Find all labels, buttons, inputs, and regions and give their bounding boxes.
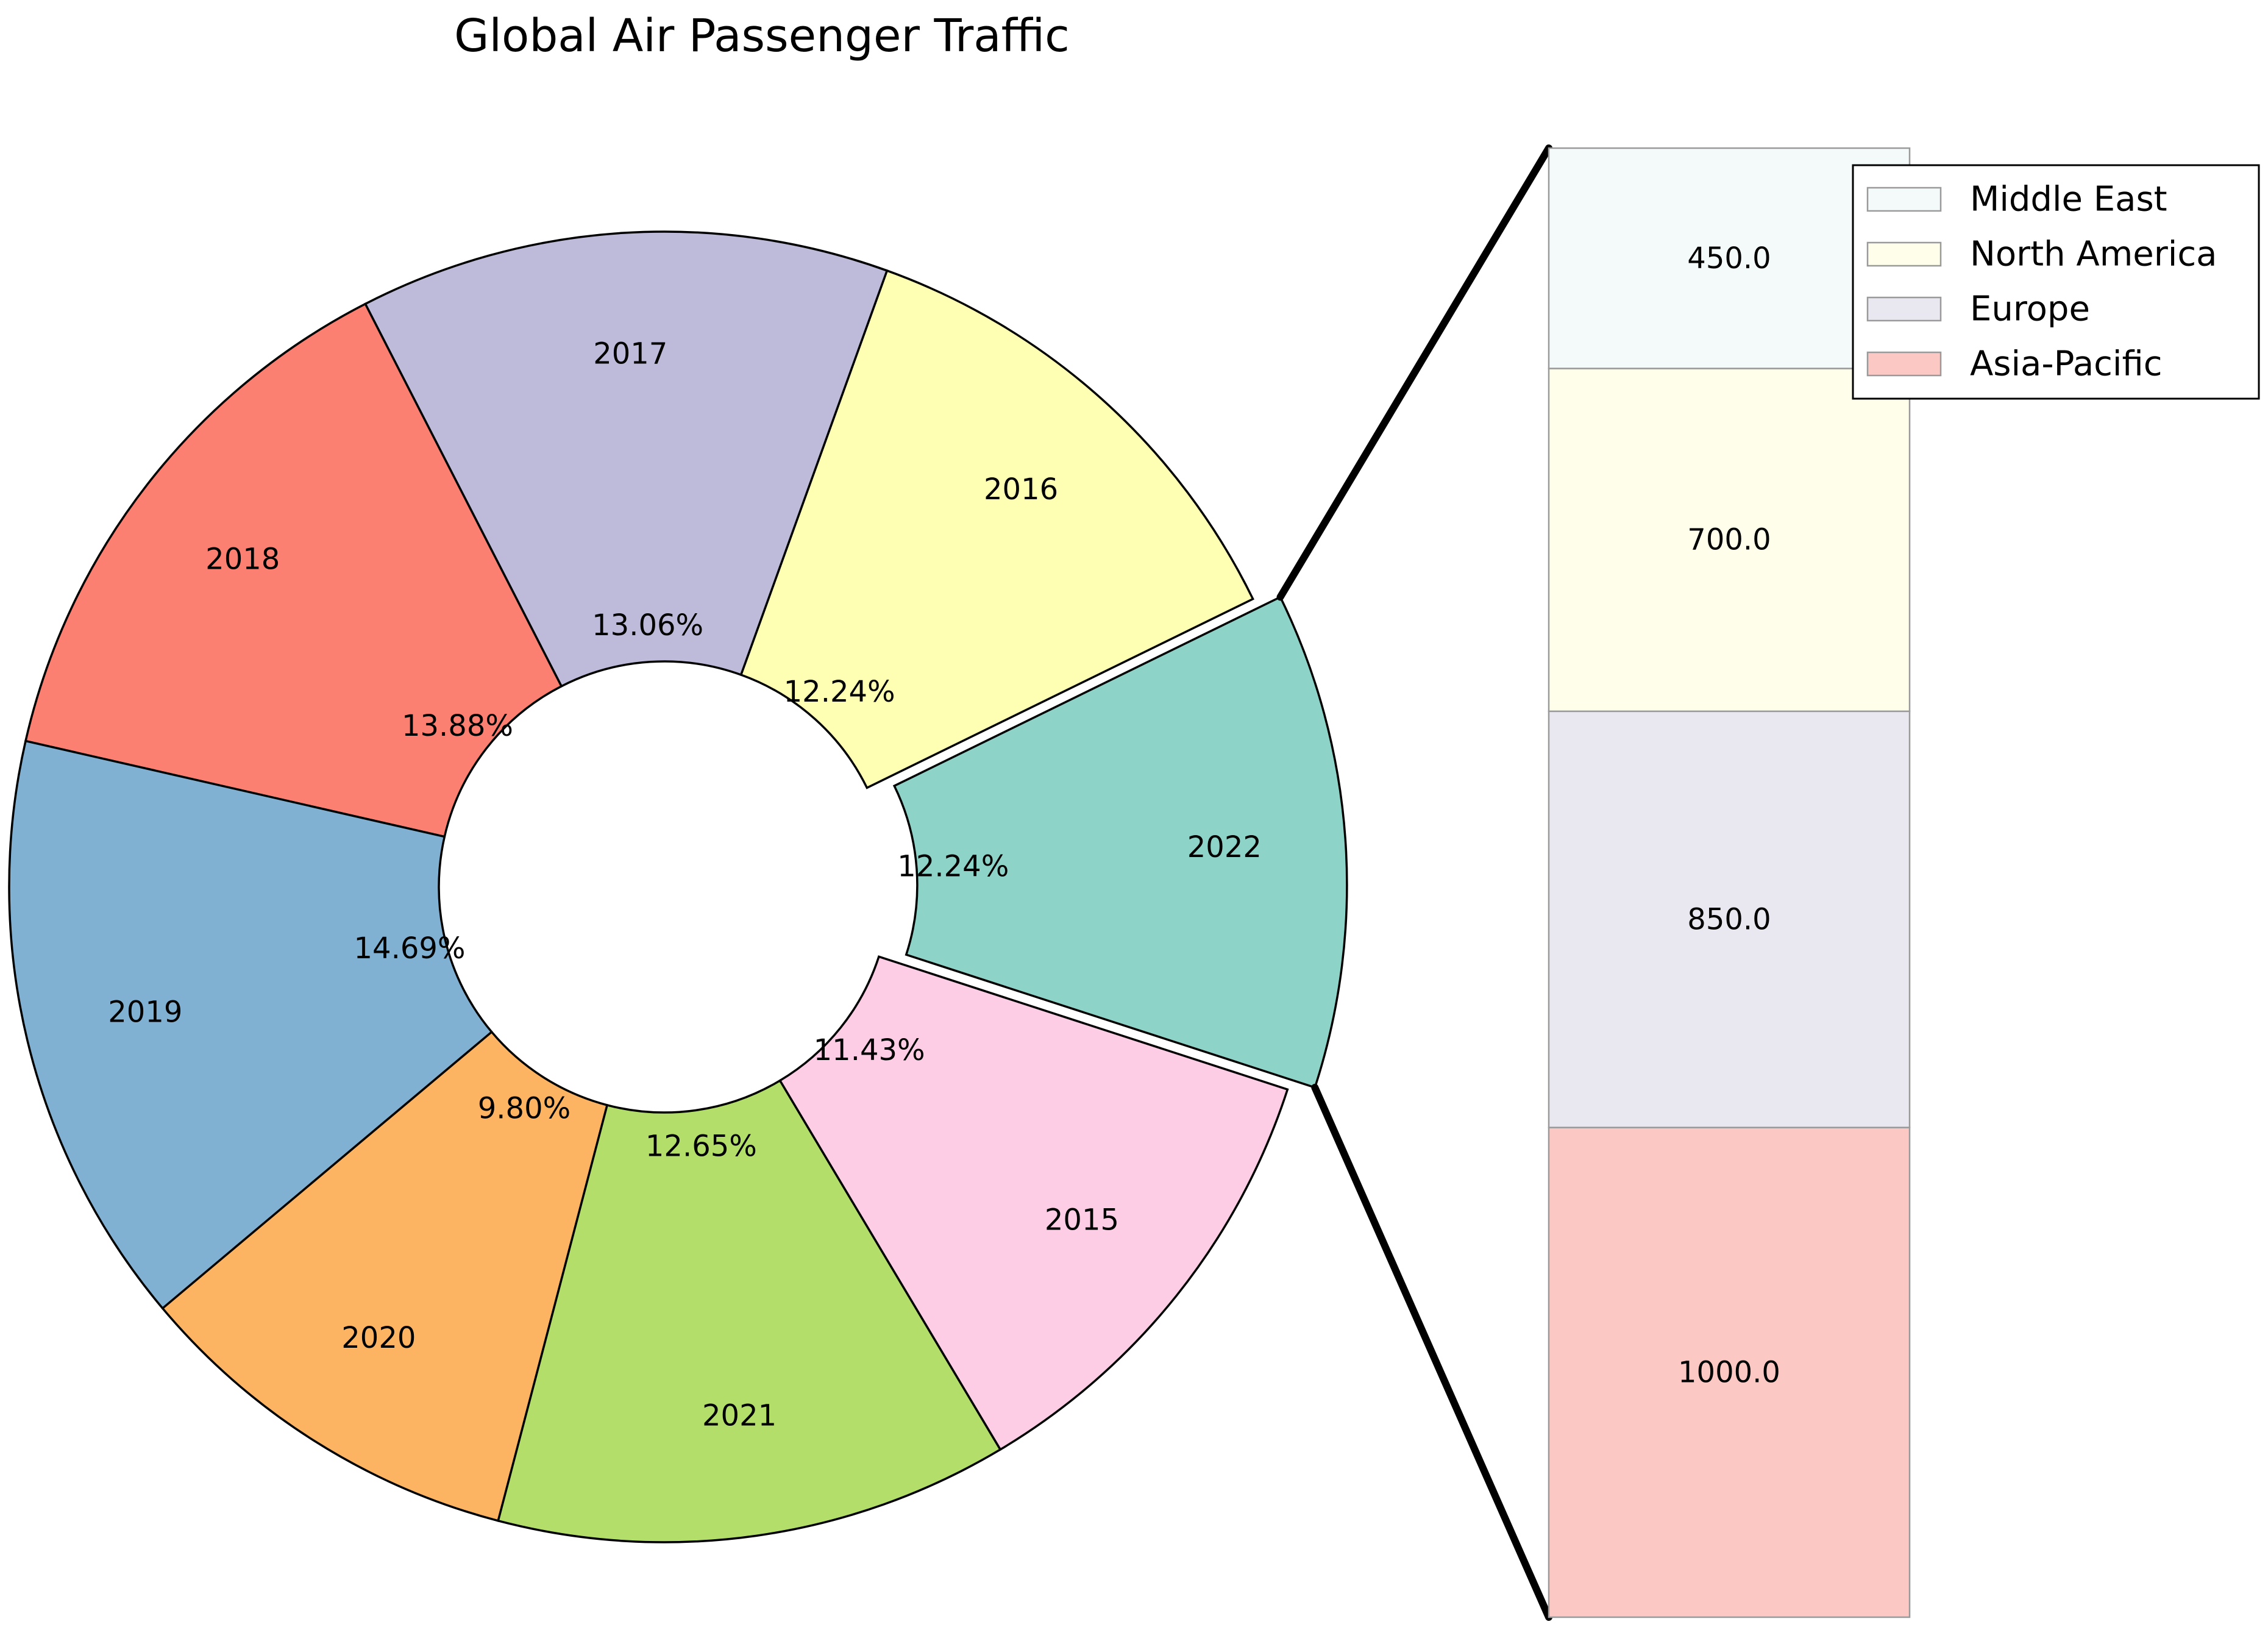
- donut-slice-2015: [778, 955, 1289, 1451]
- slice-label-2019: 2019: [108, 995, 182, 1030]
- donut-slice-2017: [363, 230, 889, 688]
- bar-segment-north-america: [1548, 368, 1911, 713]
- stacked-bar-chart: 1000.0 850.0 700.0 450.0: [1548, 147, 1911, 1618]
- legend-swatch-europe: [1866, 296, 1942, 322]
- donut-slice-2018: [24, 302, 563, 838]
- slice-percent-2020: 9.80%: [478, 1091, 571, 1125]
- slice-label-2015: 2015: [1045, 1203, 1119, 1237]
- slice-label-2020: 2020: [341, 1321, 416, 1355]
- slice-label-2018: 2018: [205, 542, 280, 576]
- legend: Middle East North America Europe Asia-Pacif…: [1852, 164, 2260, 400]
- bar-value-north-america: 700.0: [1687, 523, 1771, 557]
- slice-percent-2018: 13.88%: [402, 709, 513, 743]
- slice-percent-2019: 14.69%: [354, 931, 465, 966]
- legend-swatch-north-america: [1866, 241, 1942, 267]
- slice-percent-2022: 12.24%: [897, 850, 1009, 884]
- donut-slice-2019: [8, 739, 494, 1310]
- slice-label-2021: 2021: [702, 1398, 777, 1432]
- slice-percent-2015: 11.43%: [814, 1033, 925, 1067]
- slice-label-2016: 2016: [984, 472, 1058, 507]
- slice-percent-2021: 12.65%: [645, 1130, 757, 1164]
- legend-swatch-middle-east: [1866, 187, 1942, 212]
- chart-title: Global Air Passenger Traffic: [454, 10, 1070, 62]
- legend-label-middle-east: Middle East: [1970, 180, 2167, 219]
- bar-value-middle-east: 450.0: [1687, 241, 1771, 276]
- bar-segment-middle-east: [1548, 147, 1911, 369]
- slice-label-2022: 2022: [1187, 830, 1262, 864]
- legend-swatch-asia-pacific: [1866, 351, 1942, 377]
- donut-slice-2020: [161, 1030, 609, 1522]
- connector-line-top: [1276, 144, 1552, 601]
- connector-line-bottom: [1311, 1084, 1552, 1621]
- bar-segment-asia-pacific: [1548, 1126, 1911, 1618]
- donut-slice-2016: [739, 269, 1254, 789]
- donut-slice-2021: [497, 1079, 1002, 1543]
- bar-segment-europe: [1548, 710, 1911, 1128]
- donut-chart: 2022 12.24% 2016 12.24% 2017 13.06% 2018 13.88%…: [8, 230, 1348, 1543]
- bar-value-europe: 850.0: [1687, 902, 1771, 936]
- slice-label-2017: 2017: [593, 337, 667, 371]
- connector-lines: [1276, 144, 1552, 1621]
- slice-percent-2017: 13.06%: [592, 608, 703, 642]
- slice-percent-2016: 12.24%: [784, 675, 895, 709]
- donut-slice-2022: [892, 596, 1348, 1089]
- legend-label-north-america: North America: [1970, 235, 2217, 274]
- legend-label-asia-pacific: Asia-Pacific: [1970, 344, 2163, 384]
- bar-value-asia-pacific: 1000.0: [1678, 1355, 1780, 1389]
- legend-label-europe: Europe: [1970, 290, 2090, 329]
